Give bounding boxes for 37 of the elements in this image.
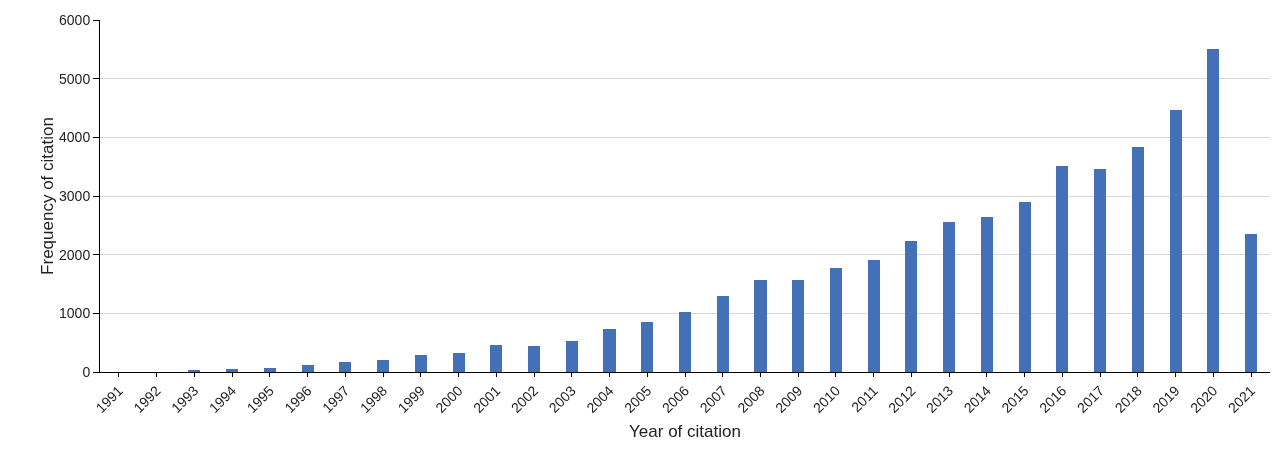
bar (1019, 202, 1031, 372)
bar (905, 241, 917, 372)
bar (754, 280, 767, 372)
bar (339, 362, 351, 372)
bar (603, 329, 616, 372)
bar (943, 222, 955, 372)
y-tick-label: 4000 (59, 129, 91, 146)
bar (453, 353, 465, 372)
y-tick-label: 5000 (59, 70, 91, 87)
bar (830, 268, 842, 372)
bar (717, 296, 729, 372)
bar (490, 345, 502, 372)
bar (641, 322, 653, 372)
bar (679, 312, 691, 372)
bar (302, 365, 314, 372)
bar (792, 280, 804, 372)
bar (1207, 49, 1219, 372)
bar (868, 260, 880, 372)
y-tick-label: 0 (82, 363, 91, 380)
bar (1245, 234, 1257, 372)
y-tick-label: 3000 (59, 187, 91, 204)
bar (226, 369, 238, 372)
y-tick-label: 6000 (59, 11, 91, 28)
y-tick-label: 1000 (59, 305, 91, 322)
bar (1132, 147, 1144, 372)
bar (1094, 169, 1106, 372)
y-tick-label: 2000 (59, 246, 91, 263)
bar (415, 355, 427, 372)
bar (264, 368, 276, 372)
y-axis-title: Frequency of citation (38, 117, 58, 275)
x-axis-title: Year of citation (629, 422, 741, 442)
bar (528, 346, 540, 372)
bar (981, 217, 993, 372)
bar (377, 360, 389, 372)
bar (566, 341, 578, 372)
bar (1056, 166, 1068, 372)
bar (1170, 110, 1182, 372)
